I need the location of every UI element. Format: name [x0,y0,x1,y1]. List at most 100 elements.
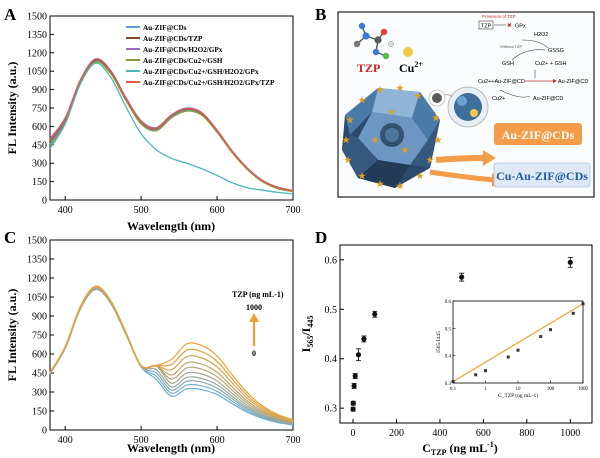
panel-a-ytick-label: 1050 [27,67,47,78]
panel-a-label: A [4,5,17,24]
inset-ylabel: I565/I445 [436,331,442,353]
cu-down-text: Cu2+ [492,96,505,102]
gold-star-icon [376,180,384,188]
cu-ion-icon [403,47,413,57]
panel-d-xtick-label: 800 [519,428,534,439]
panel-d-point [352,373,358,379]
gpx-text: GPx [515,24,526,30]
panel-a-legend: Au-ZIF@CDs Au-ZIF@CDs/TZP Au-ZIF@CDs/H2O2/… [126,24,275,87]
gsh-text: GSH [502,61,514,67]
panel-a-frame [49,15,294,201]
tzp-annotation-title: TZP (ng mL-1) [232,290,284,299]
magnified-nanoparticle [439,86,489,128]
panel-a-ytick-label: 450 [32,140,47,151]
gold-star-icon [401,146,409,154]
panel-c-series [49,285,294,426]
panel-d-xlabel: CTZP (ng mL-1) [422,440,498,457]
gold-star-icon [346,116,354,124]
inset-fit-line [452,303,584,383]
inset-ytick-label: 0.6 [445,300,452,305]
panel-c-xtick-label: 700 [286,435,301,446]
zif-crystal-icon [342,88,440,188]
panel-c-series-line-9 [49,285,294,421]
panel-d-ytick-label: 0.6 [325,255,338,266]
panel-d-frame [339,244,593,424]
panel-a-ytick-label: 1500 [27,12,47,23]
tzp-molecule-icon [353,22,394,60]
panel-d-point [372,311,378,317]
gssg-text: GSSG [548,48,564,54]
panel-d-ytick-label: 0.3 [325,404,338,415]
panel-a: A 400 500 600 700 0 150 300 450 600 750 900 1050 120… [4,5,301,233]
panel-a-ytick-label: 150 [32,177,47,188]
gold-star-icon [358,96,366,104]
panel-d-point [361,336,367,342]
inset-point [549,328,552,332]
inset-xtick-label: 100 [547,387,555,392]
inset-point [516,348,520,352]
presence-text: Presence of TZP [482,14,516,19]
gold-nanoparticle-icons [342,84,442,190]
panel-d-label: D [315,228,327,247]
inset-xtick-label: 10 [516,387,522,392]
panel-d-xtick-label: 600 [476,428,491,439]
cu-label: Cu2+ [399,60,423,75]
panel-a-xtick-label: 700 [286,205,301,216]
panel-a-series [49,58,294,195]
panel-a-legend-label: Au-ZIF@CDs/Cu2+/GSH/H2O2/GPx [143,68,259,76]
gold-star-icon [376,86,384,94]
panel-d-point [350,406,356,412]
panel-a-ytick-label: 300 [32,159,47,170]
reaction-scheme: Presence of TZP TZP ✖ GPx H2O2 Without T… [478,14,588,102]
panel-d-axes: 0 200 400 600 800 1000 0.3 0.4 0.5 0.6 [325,255,581,439]
inset-xtick-label: 0.1 [450,387,457,392]
panel-a-series-line-4 [49,62,294,195]
panel-c-ylabel: FL Intensity (a.u.) [5,289,19,382]
inset-ytick-label: 0.5 [445,327,452,332]
panel-c: C 400 500 600 700 0 150 300 450 600 750 900 1050 120… [4,228,301,455]
gold-star-icon [344,156,352,164]
gold-star-icon [342,136,350,144]
panel-d-point [351,383,357,389]
panel-d-point [355,352,362,358]
panel-a-axes: 400 500 600 700 0 150 300 450 600 750 900 1050 1200 1… [27,12,301,217]
panel-b: B TZP Cu2+ Presence of TZP TZP [315,5,595,198]
panel-c-ytick-label: 0 [42,426,47,437]
panel-c-ytick-label: 900 [32,312,47,323]
panel-d-xtick-label: 400 [432,428,447,439]
panel-c-xtick-label: 400 [58,435,73,446]
panel-a-ytick-label: 600 [32,122,47,133]
eq-right-text: Au-ZIF@CD [558,79,588,85]
gold-star-icon [414,92,422,100]
inset-point [581,302,585,306]
h2o2-text: H2O2 [534,32,548,38]
panel-a-ytick-label: 1350 [27,30,47,41]
small-nanoparticle [428,89,446,107]
panel-a-xtick-label: 600 [210,205,225,216]
panel-d-point [567,259,573,265]
panel-c-axes: 400 500 600 700 0 150 300 450 600 750 900 1050 1200 1… [27,236,301,447]
gold-star-icon [371,136,379,144]
panel-a-legend-label: Au-ZIF@CDs/Cu2+/GSH/H2O2/GPx/TZP [143,79,275,87]
panel-d-ytick-label: 0.5 [325,305,338,316]
panel-d-xtick-label: 200 [389,428,404,439]
tzp-annotation-bottom: 0 [252,349,256,358]
panel-c-xtick-label: 600 [210,435,225,446]
panel-a-legend-label: Au-ZIF@CDs/Cu2+/GSH [143,57,223,65]
gold-star-icon [432,114,440,122]
tzp-box-text: TZP [481,24,492,30]
au-down-text: Au-ZIF@CD [533,96,563,102]
without-text: Without TZP [500,44,522,49]
panel-a-series-line-3 [49,61,294,193]
inset-xtick-label: 1000 [578,387,589,392]
panel-c-ytick-label: 1500 [27,236,47,247]
inset-point [539,335,543,339]
inset-xlabel: C_TZP (ng mL-1) [498,392,538,399]
panel-d-xtick-label: 0 [351,428,356,439]
panel-c-ytick-label: 300 [32,388,47,399]
inhibit-icon: ✖ [507,23,512,29]
panel-a-ylabel: FL Intensity (a.u.) [5,62,19,155]
panel-d-xtick-label: 1000 [560,428,580,439]
panel-a-xlabel: Wavelength (nm) [127,219,215,233]
panel-a-ytick-label: 1200 [27,48,47,59]
